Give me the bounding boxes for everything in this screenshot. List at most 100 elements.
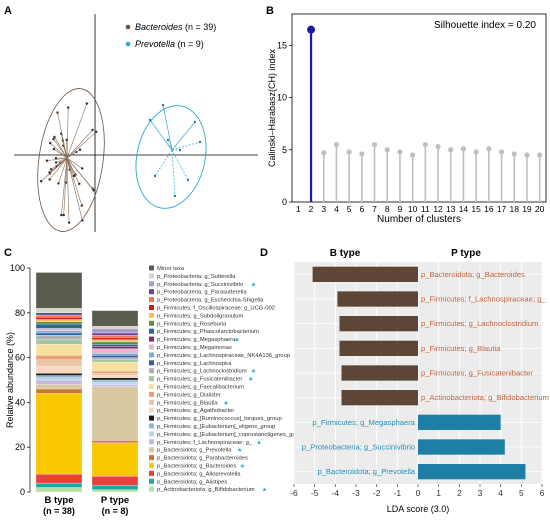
bacteroides-sample-point bbox=[67, 106, 70, 109]
bacteroides-sample-point bbox=[45, 159, 49, 162]
abundance-segment bbox=[91, 339, 139, 343]
panel-c-significance-star: ★ bbox=[262, 487, 267, 494]
abundance-segment bbox=[91, 341, 139, 345]
cluster-point bbox=[333, 141, 340, 148]
panel-c-significance-star: ★ bbox=[223, 400, 228, 407]
panel-d-x-tick-label: -4 bbox=[332, 488, 340, 498]
panel-c-significance-star: ★ bbox=[240, 463, 245, 470]
panel-c-legend-swatch bbox=[149, 391, 154, 397]
bacteroides-spider-line bbox=[66, 157, 83, 221]
panel-a-letter: A bbox=[4, 5, 12, 17]
lda-bar-label: p_Firmicutes; g_Blautia bbox=[421, 344, 501, 353]
abundance-segment bbox=[91, 352, 139, 356]
abundance-segment bbox=[35, 355, 83, 360]
prevotella-confidence-ellipse bbox=[135, 105, 207, 209]
abundance-segment bbox=[91, 442, 139, 477]
panel-b-x-tick-label: 5 bbox=[347, 204, 352, 214]
bacteroides-spider-line bbox=[66, 149, 81, 159]
panel-d-x-tick-label: -2 bbox=[373, 488, 381, 498]
panel-c-legend-swatch bbox=[149, 478, 154, 484]
prevotella-sample-point bbox=[186, 178, 190, 182]
bacteroides-sample-point bbox=[91, 128, 94, 132]
prevotella-legend-label: Prevotella (n = 9) bbox=[135, 39, 204, 49]
lda-bar bbox=[341, 365, 418, 381]
prevotella-sample-point bbox=[198, 140, 202, 144]
panel-c-legend-label: p_Firmicutes; g_Lachnospira bbox=[157, 361, 232, 367]
abundance-segment bbox=[35, 388, 83, 394]
cluster-point bbox=[410, 152, 416, 158]
abundance-segment bbox=[35, 393, 83, 475]
panel-b-plot-frame bbox=[291, 13, 547, 203]
panel-b-x-tick-label: 18 bbox=[510, 204, 520, 214]
bacteroides-spider-line bbox=[50, 157, 68, 170]
abundance-segment bbox=[91, 332, 139, 336]
panel-c-legend-label: p_Firmicutes; g_Megasphaera bbox=[157, 337, 236, 343]
panel-c-legend-label: p_Bacteroidota; g_Parabacteroides bbox=[157, 456, 248, 462]
b-type-group-header: B type bbox=[330, 248, 361, 259]
panel-d-x-tick-label: 3 bbox=[478, 488, 483, 498]
panel-b-x-tick-label: 20 bbox=[535, 204, 545, 214]
bacteroides-spider-line bbox=[49, 157, 68, 180]
panel-c-y-axis-title: Relative abundance (%) bbox=[5, 332, 15, 428]
panel-c-y-tick-label: 80 bbox=[15, 308, 25, 318]
panel-c-legend-label: p_Firmicutes; g_Megamonas bbox=[157, 345, 232, 351]
lda-bar-label: p_Firmicutes; g_Lachnoclostridium bbox=[421, 319, 538, 328]
panel-c-legend-label: p_Firmicutes; f_Lachnospiraceae; g_ bbox=[157, 440, 253, 446]
panel-b-x-tick-label: 12 bbox=[433, 204, 443, 214]
abundance-segment bbox=[35, 379, 83, 385]
panel-c-y-tick-label: 20 bbox=[15, 442, 25, 452]
panel-c-significance-star: ★ bbox=[237, 447, 242, 454]
panel-c-legend-swatch bbox=[149, 305, 154, 310]
panel-d-x-tick-label: -1 bbox=[394, 488, 402, 498]
lda-bar-label: p_Actinobacteriota; g_Bifidobacterium bbox=[421, 393, 549, 402]
prevotella-sample-point bbox=[166, 138, 170, 142]
panel-c-legend-swatch bbox=[149, 368, 154, 374]
bacteroides-sample-point bbox=[54, 161, 58, 164]
prevotella-sample-point bbox=[153, 174, 157, 178]
panel-d-x-tick-label: -6 bbox=[290, 488, 298, 498]
panel-c-significance-star: ★ bbox=[251, 281, 256, 288]
abundance-segment bbox=[35, 482, 83, 488]
bacteroides-spider-line bbox=[66, 157, 75, 177]
panel-c-letter: C bbox=[4, 247, 12, 259]
panel-c-legend-swatch bbox=[149, 423, 154, 429]
panel-c-legend-swatch bbox=[149, 376, 154, 382]
panel-b-y-tick-label: 5 bbox=[282, 145, 287, 155]
panel-d-x-axis-title: LDA score (3.0) bbox=[387, 504, 450, 514]
abundance-segment bbox=[35, 314, 83, 318]
p-type-group-header: P type bbox=[451, 248, 481, 259]
lda-bar bbox=[339, 316, 418, 332]
cluster-point bbox=[346, 149, 352, 155]
abundance-segment bbox=[91, 476, 139, 486]
panel-c-legend-label: p_Firmicutes; g_Subdoligranulum bbox=[157, 313, 244, 319]
panel-c-legend-label: p_Firmicutes; g_Faecalibacterium bbox=[157, 385, 244, 391]
panel-d-x-tick-label: 4 bbox=[498, 488, 503, 498]
panel-c-legend-swatch bbox=[149, 455, 154, 461]
abundance-segment bbox=[35, 339, 83, 345]
panel-d-x-tick-label: -5 bbox=[311, 488, 319, 498]
panel-c-legend-swatch bbox=[149, 470, 154, 476]
panel-c-legend-swatch bbox=[149, 281, 154, 287]
panel-c-legend-swatch bbox=[149, 439, 154, 445]
panel-c-legend-label: p_Firmicutes; g_Fusicatenibacter bbox=[157, 377, 242, 383]
bacteroides-sample-point bbox=[85, 102, 89, 105]
abundance-segment bbox=[35, 366, 83, 374]
lda-bar-label: p_Proteobacteria; g_Succinivibrio bbox=[302, 443, 415, 452]
panel-d-lda-chart: B type P type LDA score (3.0) p_Bacteroi… bbox=[290, 248, 549, 514]
lda-bar-label: p_Bacteroidota; g_Prevotella bbox=[317, 467, 415, 476]
prevotella-sample-point bbox=[193, 120, 197, 124]
bacteroides-spider-line bbox=[61, 157, 68, 216]
abundance-segment bbox=[91, 328, 139, 334]
bacteroides-sample-point bbox=[49, 168, 53, 171]
abundance-segment bbox=[91, 355, 139, 358]
silhouette-annotation: Silhouette index = 0.20 bbox=[434, 20, 536, 31]
panel-d-x-tick-label: -3 bbox=[352, 488, 360, 498]
panel-c-legend-label: p_Bacteroidota; g_Prevotella bbox=[157, 448, 232, 454]
lda-bar-label: p_Firmicutes; f_Lachnospiraceae; g_ bbox=[421, 295, 546, 304]
bacteroides-sample-point bbox=[60, 213, 63, 217]
panel-b-y-tick-label: 0 bbox=[282, 197, 287, 207]
abundance-segment bbox=[35, 330, 83, 334]
bacteroides-confidence-ellipse bbox=[37, 88, 105, 232]
abundance-segment bbox=[91, 382, 139, 385]
panel-c-legend-swatch bbox=[149, 352, 154, 358]
